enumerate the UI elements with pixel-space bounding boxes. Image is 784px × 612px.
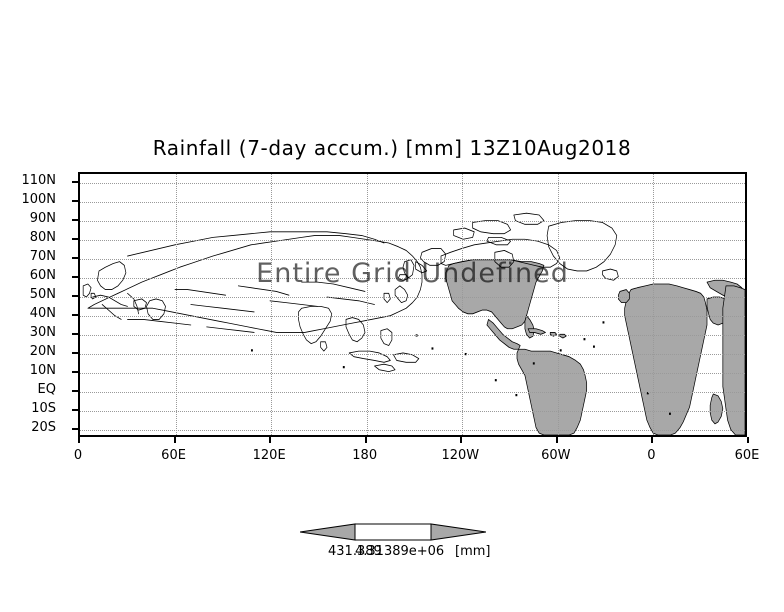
gridline-horizontal [80,315,745,317]
y-axis-tick-mark [72,295,78,298]
x-axis-tick-mark [460,437,463,443]
y-axis-tick-label: 100N [21,192,56,208]
world-map-svg [82,212,745,435]
gridline-vertical [653,174,655,435]
y-axis-tick-label: 90N [29,211,56,227]
y-axis-tick-mark [72,370,78,373]
coastline-group [82,212,619,373]
y-axis-tick-label: 110N [21,173,56,189]
y-axis-tick-mark [72,200,78,203]
y-axis-tick-label: 10S [31,400,56,416]
map-inner [80,174,745,435]
y-axis-tick-mark [72,351,78,354]
x-axis-tick-label: 60E [161,448,186,463]
y-axis-tick-mark [72,238,78,241]
x-axis: 0 60E 120E 180 120W 60W 0 60E [0,444,784,468]
x-axis-tick-mark [269,437,272,443]
gridline-horizontal [80,221,745,223]
gridline-vertical [557,174,559,435]
x-axis-tick-mark [747,437,749,443]
y-axis-tick-label: 50N [29,287,56,303]
colorbar-body [354,523,432,541]
y-axis-tick-mark [72,332,78,335]
gridline-horizontal [80,410,745,412]
x-axis-tick-mark [555,437,558,443]
colorbar-labels: 431.389 4.31389e+06 [mm] [250,544,550,562]
y-axis-tick-label: 80N [29,230,56,246]
colorbar-right-arrow [430,523,486,541]
x-axis-tick-label: 60W [541,448,571,463]
y-axis-tick-label: 40N [29,305,56,321]
x-axis-tick-mark [173,437,176,443]
y-axis-tick-label: EQ [37,381,56,397]
colorbar-min-label: 431.389 [328,544,382,559]
colorbar [300,521,486,543]
shaded-land-group [445,259,745,435]
x-axis-tick-label: 0 [73,448,83,463]
x-axis-tick-mark [651,437,654,443]
gridline-vertical [366,174,368,435]
y-axis-tick-mark [72,257,78,260]
island-specks [251,321,671,415]
x-axis-tick-label: 60E [734,448,760,463]
y-axis-tick-mark [72,181,78,184]
gridline-horizontal [80,259,745,261]
colorbar-max-label: 4.31389e+06 [355,544,445,559]
y-axis-tick-label: 70N [29,249,56,265]
gridline-horizontal [80,429,745,431]
map-plot-area [78,172,747,437]
gridline-horizontal [80,202,745,204]
y-axis-tick-label: 20N [29,343,56,359]
x-axis-tick-mark [78,437,80,443]
gridline-vertical [175,174,177,435]
y-axis-tick-mark [72,313,78,316]
gridline-horizontal [80,353,745,355]
colorbar-left-arrow [300,523,356,541]
y-axis-tick-label: 10N [29,362,56,378]
gridline-horizontal [80,240,745,242]
colorbar-unit-label: [mm] [455,544,491,559]
gridline-vertical [271,174,273,435]
y-axis-tick-label: 60N [29,268,56,284]
y-axis-tick-label: 30N [29,324,56,340]
gridline-horizontal [80,297,745,299]
gridline-horizontal [80,183,745,185]
x-axis-tick-label: 120E [252,448,286,463]
y-axis-tick-mark [72,389,78,392]
y-axis-tick-mark [72,219,78,222]
x-axis-tick-label: 0 [647,448,656,463]
gridline-horizontal [80,372,745,374]
y-axis: 110N 100N 90N 80N 70N 60N 50N 40N 30N 20N 10N EQ 10S… [0,172,78,437]
colorbar-svg [300,523,486,541]
x-axis-tick-label: 120W [441,448,480,463]
x-axis-tick-label: 180 [352,448,378,463]
gridline-horizontal [80,334,745,336]
y-axis-tick-mark [72,427,78,430]
x-axis-tick-mark [364,437,367,443]
y-axis-tick-label: 20S [31,419,56,435]
gridline-vertical [462,174,464,435]
y-axis-tick-mark [72,408,78,411]
page-title: Rainfall (7-day accum.) [mm] 13Z10Aug201… [152,136,632,160]
gridline-horizontal [80,391,745,393]
gridline-horizontal [80,278,745,280]
y-axis-tick-mark [72,276,78,279]
